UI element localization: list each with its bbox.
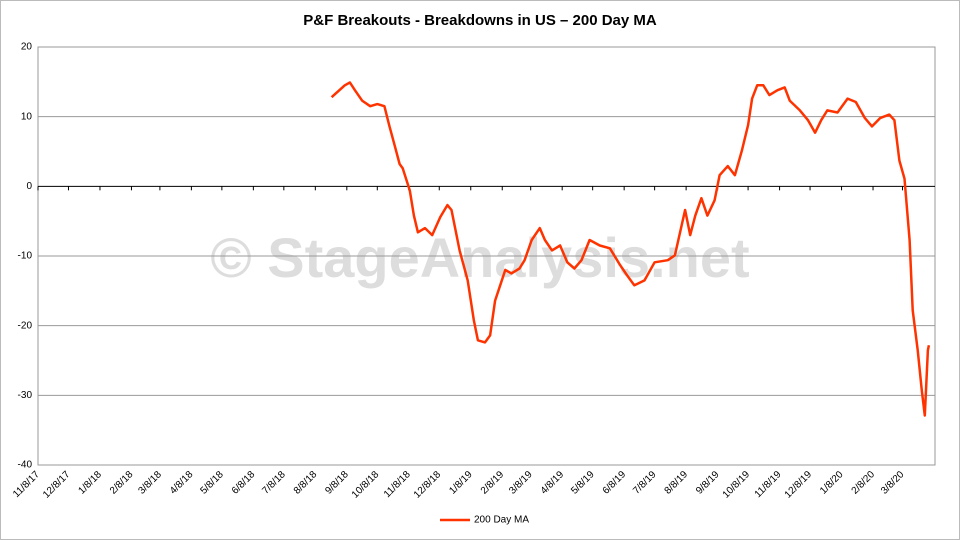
y-tick-label: -40 [18, 460, 33, 471]
data-line [330, 81, 931, 417]
y-tick-label: 20 [21, 42, 33, 53]
y-tick-label: -10 [18, 251, 33, 262]
chart-title: P&F Breakouts - Breakdowns in US – 200 D… [303, 12, 657, 29]
y-tick-label: 0 [26, 181, 32, 192]
y-tick-label: -20 [18, 320, 33, 331]
y-tick-label: -30 [18, 390, 33, 401]
y-tick-label: 10 [21, 111, 33, 122]
watermark: © StageAnalysis.net [210, 226, 749, 289]
legend-label: 200 Day MA [474, 515, 529, 526]
